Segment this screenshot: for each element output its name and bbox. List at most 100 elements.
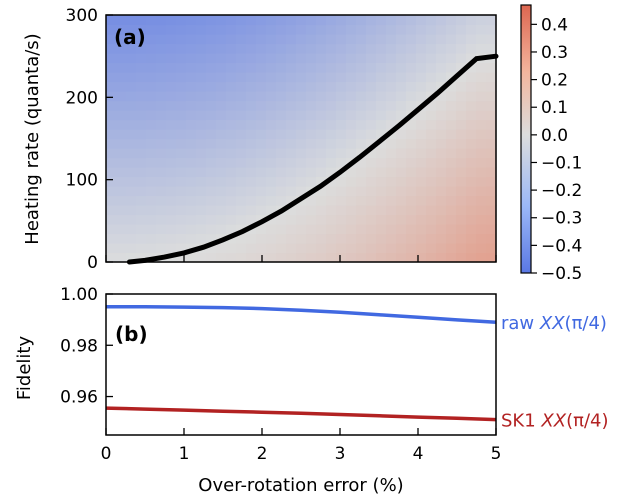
heatmap-cell xyxy=(456,243,467,254)
heatmap-cell xyxy=(236,129,247,140)
heatmap-cell xyxy=(356,43,367,54)
heatmap-cell xyxy=(136,233,147,244)
heatmap-cell xyxy=(356,110,367,121)
heatmap-cell xyxy=(346,243,357,254)
heatmap-cell xyxy=(436,100,447,111)
heatmap-cell xyxy=(306,100,317,111)
heatmap xyxy=(106,15,497,263)
heatmap-cell xyxy=(266,243,277,254)
heatmap-cell xyxy=(396,72,407,83)
heatmap-cell xyxy=(276,176,287,187)
heatmap-cell xyxy=(376,243,387,254)
heatmap-cell xyxy=(166,53,177,64)
heatmap-cell xyxy=(486,62,497,73)
heatmap-cell xyxy=(266,157,277,168)
heatmap-cell xyxy=(366,205,377,216)
heatmap-cell xyxy=(246,157,257,168)
heatmap-cell xyxy=(136,205,147,216)
heatmap-cell xyxy=(106,148,117,159)
heatmap-cell xyxy=(106,243,117,254)
heatmap-cell xyxy=(466,195,477,206)
heatmap-cell xyxy=(476,72,487,83)
heatmap-cell xyxy=(346,252,357,263)
heatmap-cell xyxy=(106,24,117,35)
heatmap-cell xyxy=(146,91,157,102)
heatmap-cell xyxy=(276,100,287,111)
heatmap-cell xyxy=(466,43,477,54)
heatmap-cell xyxy=(296,100,307,111)
heatmap-cell xyxy=(396,233,407,244)
heatmap-cell xyxy=(306,148,317,159)
y-tick-label: 0.98 xyxy=(60,336,98,356)
heatmap-cell xyxy=(436,34,447,45)
heatmap-cell xyxy=(316,91,327,102)
heatmap-cell xyxy=(136,110,147,121)
heatmap-cell xyxy=(396,24,407,35)
heatmap-cell xyxy=(356,252,367,263)
heatmap-cell xyxy=(236,167,247,178)
heatmap-cell xyxy=(116,110,127,121)
heatmap-cell xyxy=(396,224,407,235)
heatmap-cell xyxy=(316,15,327,26)
heatmap-cell xyxy=(456,186,467,197)
heatmap-cell xyxy=(186,72,197,83)
heatmap-cell xyxy=(316,138,327,149)
heatmap-cell xyxy=(166,91,177,102)
series-label: raw XX(π/4) xyxy=(501,313,607,334)
heatmap-cell xyxy=(426,186,437,197)
heatmap-cell xyxy=(146,34,157,45)
heatmap-cell xyxy=(106,62,117,73)
heatmap-cell xyxy=(116,72,127,83)
heatmap-cell xyxy=(206,91,217,102)
heatmap-cell xyxy=(276,195,287,206)
heatmap-cell xyxy=(406,53,417,64)
heatmap-cell xyxy=(226,176,237,187)
heatmap-cell xyxy=(146,43,157,54)
heatmap-cell xyxy=(436,138,447,149)
heatmap-cell xyxy=(186,138,197,149)
heatmap-cell xyxy=(286,243,297,254)
heatmap-cell xyxy=(356,195,367,206)
heatmap-cell xyxy=(356,34,367,45)
heatmap-cell xyxy=(416,214,427,225)
heatmap-cell xyxy=(376,24,387,35)
heatmap-cell xyxy=(106,129,117,140)
heatmap-cell xyxy=(316,157,327,168)
heatmap-cell xyxy=(296,110,307,121)
heatmap-cell xyxy=(426,81,437,92)
heatmap-cell xyxy=(246,43,257,54)
heatmap-cell xyxy=(146,233,157,244)
heatmap-cell xyxy=(326,186,337,197)
heatmap-cell xyxy=(216,34,227,45)
heatmap-cell xyxy=(316,100,327,111)
heatmap-cell xyxy=(276,138,287,149)
heatmap-cell xyxy=(426,224,437,235)
heatmap-cell xyxy=(406,100,417,111)
heatmap-cell xyxy=(456,43,467,54)
heatmap-cell xyxy=(246,233,257,244)
heatmap-cell xyxy=(156,43,167,54)
heatmap-cell xyxy=(216,43,227,54)
heatmap-cell xyxy=(416,43,427,54)
heatmap-cell xyxy=(216,214,227,225)
heatmap-cell xyxy=(456,129,467,140)
heatmap-cell xyxy=(256,91,267,102)
heatmap-cell xyxy=(356,157,367,168)
heatmap-cell xyxy=(476,176,487,187)
heatmap-cell xyxy=(376,148,387,159)
heatmap-cell xyxy=(396,62,407,73)
heatmap-cell xyxy=(206,167,217,178)
heatmap-cell xyxy=(146,157,157,168)
heatmap-cell xyxy=(396,129,407,140)
heatmap-cell xyxy=(196,119,207,130)
heatmap-cell xyxy=(316,43,327,54)
heatmap-cell xyxy=(416,138,427,149)
heatmap-cell xyxy=(286,167,297,178)
series-label-prefix: raw xyxy=(501,313,540,334)
colorbar-tick-label: −0.5 xyxy=(541,264,582,284)
heatmap-cell xyxy=(256,34,267,45)
heatmap-cell xyxy=(196,176,207,187)
heatmap-cell xyxy=(156,72,167,83)
heatmap-cell xyxy=(136,186,147,197)
heatmap-cell xyxy=(266,205,277,216)
